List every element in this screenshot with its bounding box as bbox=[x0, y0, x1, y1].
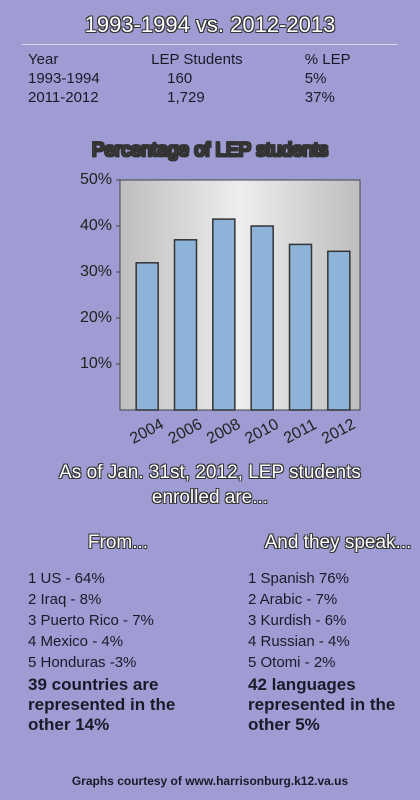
cell: 1,729 bbox=[167, 89, 205, 106]
chart: Percentage of LEP students 10% 20% 30% 40% 5… bbox=[80, 140, 361, 448]
table: Year LEP Students % LEP 1993-1994 160 5% 201… bbox=[24, 50, 384, 107]
bar bbox=[327, 250, 351, 411]
bar bbox=[288, 243, 313, 411]
divider bbox=[22, 44, 398, 45]
bar bbox=[135, 262, 159, 411]
cell: 2011-2012 bbox=[28, 89, 99, 106]
list-item: 1 US - 64% bbox=[28, 570, 105, 587]
x-tick-label: 2004 bbox=[127, 416, 167, 448]
y-tick-label: 10% bbox=[80, 355, 112, 372]
list-item: 4 Mexico - 4% bbox=[28, 633, 124, 650]
list-title: From... bbox=[87, 532, 149, 553]
column-header: LEP Students bbox=[151, 51, 243, 68]
list-item: 3 Puerto Rico - 7% bbox=[28, 612, 154, 629]
bar bbox=[173, 239, 198, 411]
x-tick-label: 2012 bbox=[319, 416, 359, 448]
x-tick-label: 2006 bbox=[166, 416, 206, 448]
title: 1993-1994 vs. 2012-2013 bbox=[84, 12, 336, 37]
origin-list: From... 1 US - 64% 2 Iraq - 8% 3 Puerto Ric… bbox=[28, 532, 208, 735]
list-item: 2 Arabic - 7% bbox=[248, 591, 338, 608]
list-title: And they speak... bbox=[264, 532, 412, 553]
y-tick-label: 30% bbox=[80, 263, 112, 280]
list-item: 4 Russian - 4% bbox=[248, 633, 350, 650]
cell: 1993-1994 bbox=[28, 70, 100, 87]
bar bbox=[250, 225, 274, 411]
list-note: 42 languages represented in the other 5% bbox=[248, 675, 396, 734]
list-item: 2 Iraq - 8% bbox=[28, 591, 102, 608]
footer: Graphs courtesy of www.harrisonburg.k12.… bbox=[71, 774, 349, 788]
list-item: 5 Otomi - 2% bbox=[248, 654, 336, 671]
bar bbox=[212, 218, 236, 411]
cell: 5% bbox=[304, 70, 327, 87]
column-header: Year bbox=[28, 51, 59, 68]
list-item: 5 Honduras -3% bbox=[28, 654, 137, 671]
list-item: 1 Spanish 76% bbox=[248, 570, 349, 587]
list-item: 3 Kurdish - 6% bbox=[248, 612, 347, 629]
y-tick-label: 40% bbox=[80, 217, 112, 234]
cell: 37% bbox=[304, 89, 335, 106]
x-tick-label: 2010 bbox=[242, 416, 282, 448]
list-note: 39 countries are represented in the othe… bbox=[28, 675, 176, 734]
x-tick-label: 2008 bbox=[204, 416, 244, 448]
y-tick-label: 50% bbox=[80, 171, 112, 188]
column-header: % LEP bbox=[304, 51, 351, 68]
chart-title: Percentage of LEP students bbox=[92, 140, 328, 161]
heading: As of Jan. 31st, 2012, LEP students enro… bbox=[59, 462, 361, 508]
y-tick-label: 20% bbox=[80, 309, 112, 326]
cell: 160 bbox=[167, 70, 193, 87]
plot-area bbox=[119, 179, 361, 411]
x-tick-label: 2011 bbox=[281, 416, 319, 447]
language-list: And they speak... 1 Spanish 76% 2 Arabic -… bbox=[248, 532, 420, 735]
